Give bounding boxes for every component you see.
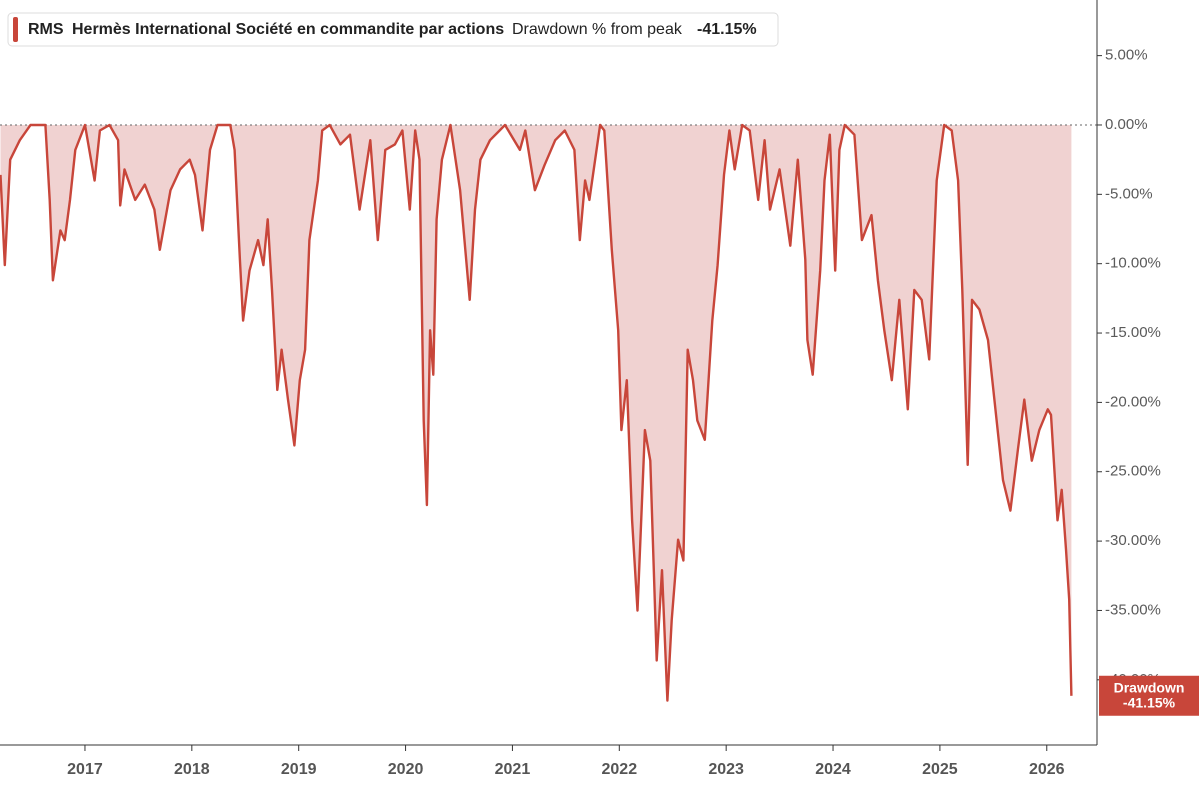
x-tick-label: 2017 [67,761,103,778]
x-tick-label: 2018 [174,761,210,778]
y-tick-label: 0.00% [1105,116,1148,133]
end-badge-value: -41.15% [1123,694,1176,710]
legend-latest: -41.15% [697,21,757,38]
y-tick-label: -10.00% [1105,255,1161,272]
end-badge-title: Drawdown [1114,679,1185,695]
plot-area [0,123,1097,702]
y-tick-label: 5.00% [1105,47,1148,64]
legend: RMS Hermès International Société en comm… [7,12,779,47]
y-tick-label: -25.00% [1105,463,1161,480]
y-tick-label: -30.00% [1105,532,1161,549]
y-tick-label: -35.00% [1105,601,1161,618]
end-badge [1099,675,1199,716]
legend-title: Hermès International Société en commandi… [72,21,504,38]
x-tick-label: 2022 [602,761,638,778]
y-tick-label: -5.00% [1105,185,1153,202]
legend-swatch [13,17,18,42]
legend-series: Drawdown % from peak [512,21,683,38]
x-tick-label: 2021 [495,761,531,778]
x-tick-label: 2020 [388,761,424,778]
y-tick-label: -15.00% [1105,324,1161,341]
x-tick-label: 2026 [1029,761,1065,778]
x-tick-label: 2024 [815,761,851,778]
x-tick-label: 2019 [281,761,317,778]
y-tick-label: -20.00% [1105,393,1161,410]
drawdown-line [0,123,1073,702]
legend-box [7,12,779,47]
drawdown-area [0,124,1072,701]
legend-ticker: RMS [28,21,64,38]
x-tick-label: 2023 [708,761,744,778]
x-tick-label: 2025 [922,761,958,778]
